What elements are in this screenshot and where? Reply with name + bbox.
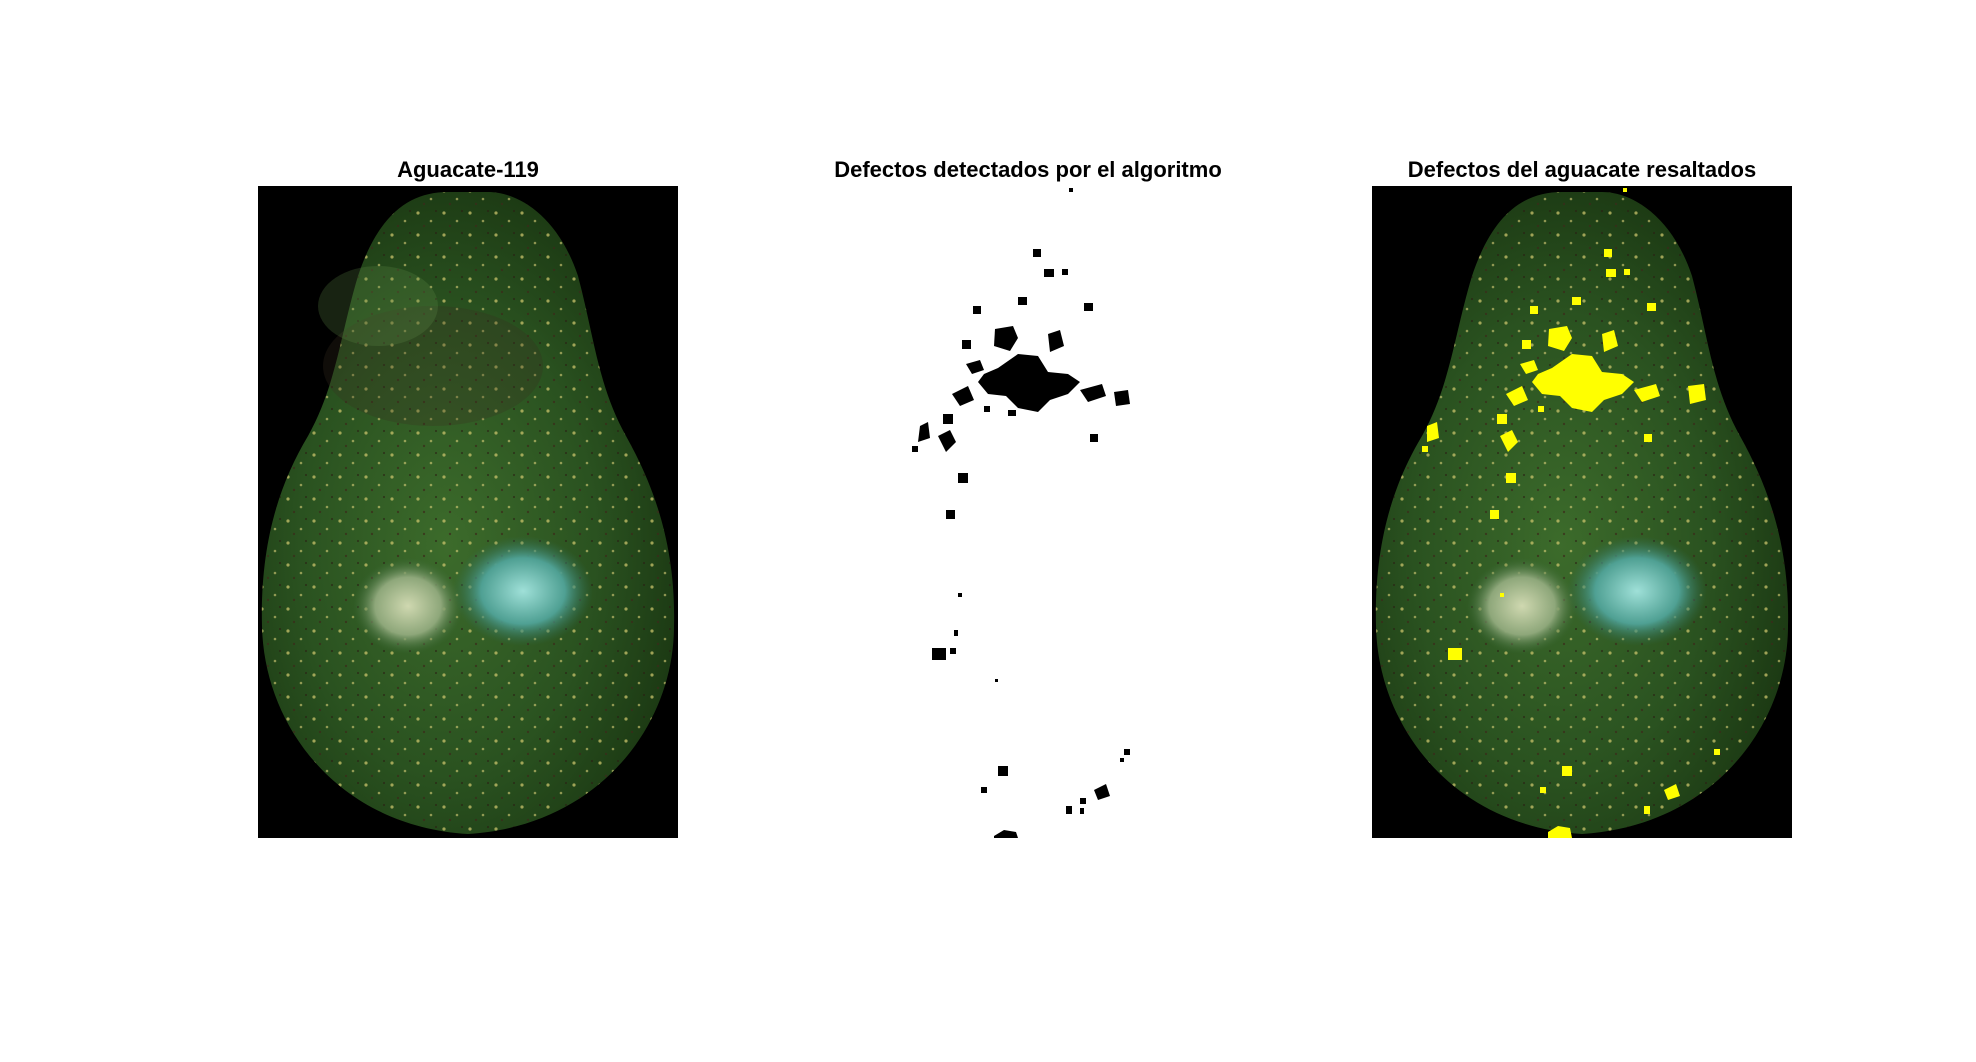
defect-mask-image bbox=[818, 186, 1238, 838]
avocado-highlighted-image bbox=[1372, 186, 1792, 838]
panel-title-highlighted: Defectos del aguacate resaltados bbox=[1407, 157, 1757, 182]
defect-highlights bbox=[1422, 188, 1720, 838]
panel-title-mask: Defectos detectados por el algoritmo bbox=[834, 157, 1222, 182]
panel-title-original: Aguacate-119 bbox=[397, 157, 539, 182]
avocado-original-image bbox=[258, 186, 678, 838]
